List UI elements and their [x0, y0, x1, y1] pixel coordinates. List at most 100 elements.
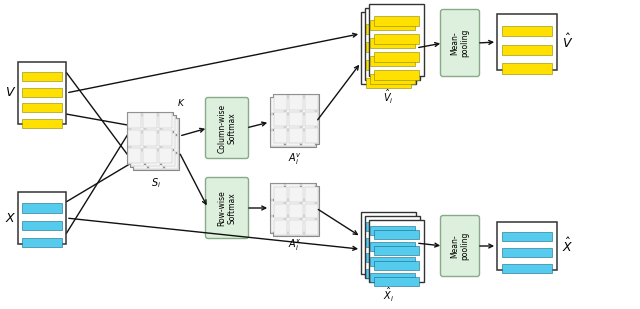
Bar	[22, 87, 61, 96]
Bar	[301, 98, 315, 113]
Bar	[374, 277, 419, 286]
Bar	[374, 70, 419, 80]
Text: Mean-
pooling: Mean- pooling	[451, 232, 470, 260]
Text: Row-wise
Softmax: Row-wise Softmax	[218, 190, 237, 226]
Bar	[22, 119, 61, 128]
FancyBboxPatch shape	[205, 98, 248, 159]
Bar	[22, 103, 61, 112]
Bar	[159, 113, 172, 128]
Bar	[301, 201, 315, 215]
Bar	[369, 220, 424, 282]
Bar	[271, 115, 284, 129]
Bar	[497, 222, 557, 270]
Bar	[147, 116, 159, 131]
Bar	[149, 136, 163, 152]
Bar	[128, 148, 141, 163]
Bar	[159, 148, 172, 163]
Bar	[366, 269, 411, 277]
Bar	[128, 113, 141, 128]
Bar	[143, 113, 157, 128]
Bar	[374, 52, 419, 62]
Bar	[374, 34, 419, 44]
Bar	[18, 62, 66, 124]
Bar	[271, 131, 284, 146]
Bar	[273, 94, 319, 144]
Bar	[286, 217, 300, 232]
Bar	[143, 148, 157, 163]
Bar	[502, 26, 552, 36]
Bar	[366, 78, 411, 88]
Bar	[274, 187, 287, 202]
FancyBboxPatch shape	[440, 215, 479, 277]
Bar	[289, 128, 303, 143]
Bar	[147, 151, 159, 166]
Bar	[305, 187, 318, 202]
Bar	[270, 183, 316, 233]
Bar	[305, 95, 318, 110]
Text: X: X	[5, 211, 14, 225]
Bar	[366, 60, 411, 70]
Bar	[497, 14, 557, 70]
Text: V: V	[6, 87, 14, 99]
Bar	[131, 151, 145, 166]
Bar	[370, 38, 415, 48]
Bar	[301, 131, 315, 146]
Bar	[286, 131, 300, 146]
Bar	[374, 16, 419, 26]
Bar	[274, 204, 287, 218]
Bar	[274, 220, 287, 235]
FancyBboxPatch shape	[440, 10, 479, 77]
Bar	[149, 119, 163, 134]
Bar	[370, 242, 415, 251]
Bar	[370, 20, 415, 30]
Text: $K$: $K$	[177, 96, 186, 108]
Bar	[22, 203, 61, 213]
Text: Mean-
pooling: Mean- pooling	[451, 29, 470, 57]
Text: $\hat{V}$: $\hat{V}$	[562, 33, 573, 51]
Bar	[289, 95, 303, 110]
Bar	[361, 212, 416, 274]
Bar	[370, 257, 415, 266]
Bar	[143, 130, 157, 146]
Bar	[271, 201, 284, 215]
Bar	[274, 128, 287, 143]
Bar	[22, 238, 61, 247]
Bar	[369, 4, 424, 76]
Bar	[164, 119, 178, 134]
Bar	[305, 112, 318, 126]
Bar	[502, 45, 552, 55]
Bar	[374, 230, 419, 239]
Text: $A_i^v$: $A_i^v$	[288, 152, 302, 167]
Bar	[502, 248, 552, 257]
Text: $\hat{X}_i$: $\hat{X}_i$	[383, 286, 394, 304]
Bar	[370, 273, 415, 281]
Bar	[22, 72, 61, 81]
Bar	[374, 246, 419, 255]
Bar	[131, 116, 145, 131]
Bar	[286, 115, 300, 129]
Bar	[301, 115, 315, 129]
Bar	[366, 42, 411, 52]
Bar	[365, 8, 420, 80]
Text: $\hat{X}$: $\hat{X}$	[562, 237, 573, 255]
Bar	[159, 130, 172, 146]
Bar	[286, 184, 300, 199]
Bar	[271, 98, 284, 113]
Bar	[502, 63, 552, 74]
Bar	[289, 187, 303, 202]
Bar	[270, 97, 316, 147]
Bar	[162, 116, 175, 131]
Text: $A_i^x$: $A_i^x$	[288, 238, 302, 253]
Bar	[131, 133, 145, 149]
Bar	[271, 217, 284, 232]
Bar	[147, 133, 159, 149]
Bar	[133, 118, 179, 170]
Bar	[149, 154, 163, 169]
Bar	[502, 265, 552, 273]
Bar	[365, 216, 420, 278]
Bar	[127, 112, 173, 164]
Bar	[18, 192, 66, 244]
Bar	[366, 24, 411, 34]
Bar	[164, 154, 178, 169]
Bar	[366, 253, 411, 262]
